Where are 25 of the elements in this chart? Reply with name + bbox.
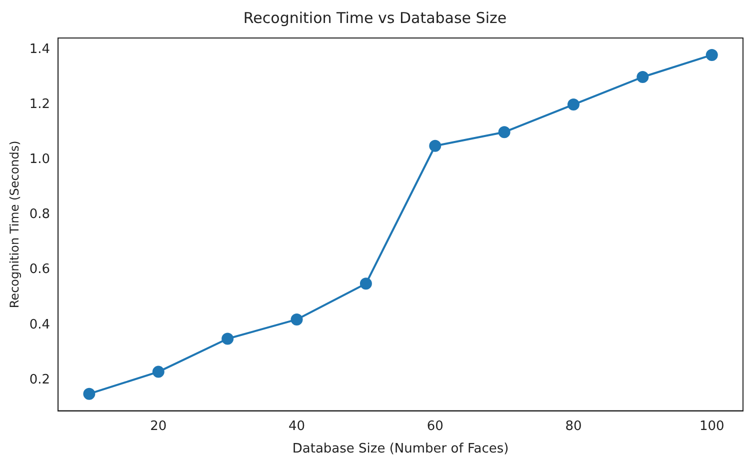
point	[360, 278, 372, 290]
point	[290, 313, 303, 326]
y-tick-label: 0.4	[29, 317, 50, 332]
chart-title: Recognition Time vs Database Size	[243, 8, 507, 27]
x-tick-label: 40	[288, 418, 306, 434]
point	[222, 332, 234, 345]
y-tick-label: 1.2	[29, 96, 50, 112]
point	[152, 366, 164, 378]
x-tick-label: 20	[150, 418, 167, 434]
x-axis-title: Database Size (Number of Faces)	[292, 442, 509, 457]
point	[498, 126, 510, 138]
x-tick-label: 100	[699, 418, 724, 434]
point	[636, 70, 649, 83]
point	[568, 98, 580, 111]
y-tick-label: 1.0	[29, 152, 50, 168]
point	[706, 48, 718, 61]
y-tick-label: 0.2	[29, 372, 50, 388]
y-tick-label: 0.8	[29, 207, 50, 222]
point	[429, 140, 442, 152]
point	[83, 388, 96, 400]
x-tick-label: 60	[426, 418, 444, 434]
x-tick-label: 80	[565, 418, 582, 434]
y-axis-title: Recognition Time (Seconds)	[7, 140, 22, 308]
y-tick-label: 1.4	[29, 42, 50, 57]
y-tick-label: 0.6	[29, 262, 50, 278]
